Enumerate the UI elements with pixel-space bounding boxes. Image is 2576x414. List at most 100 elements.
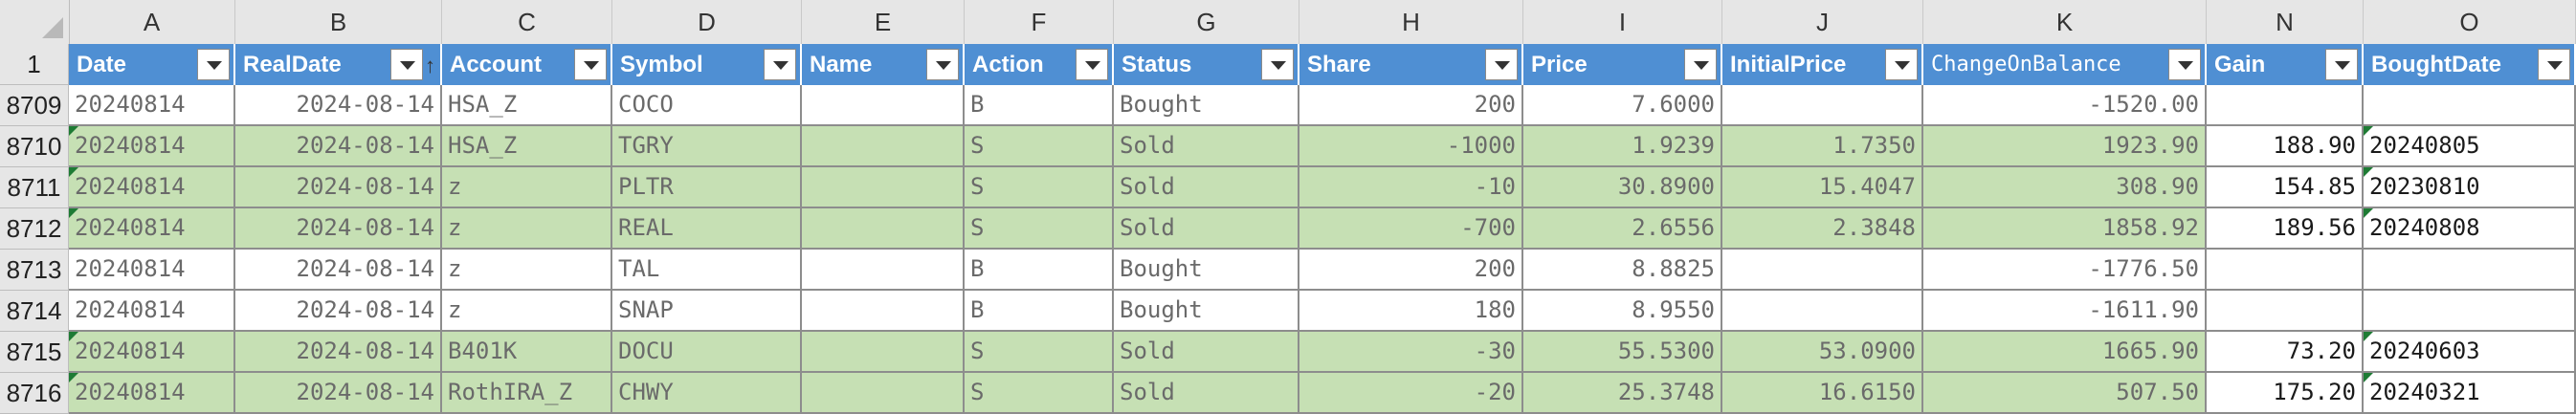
cell-share[interactable]: -700: [1299, 208, 1523, 250]
cell-name[interactable]: [802, 291, 965, 332]
cell-symbol[interactable]: DOCU: [612, 332, 802, 373]
cell-initialprice[interactable]: 15.4047: [1722, 167, 1923, 208]
cell-gain[interactable]: [2207, 85, 2364, 126]
cell-changeonbalance[interactable]: -1520.00: [1923, 85, 2207, 126]
column-letter-D[interactable]: D: [612, 0, 802, 44]
cell-gain[interactable]: [2207, 250, 2364, 291]
column-letter-E[interactable]: E: [802, 0, 965, 44]
cell-status[interactable]: Bought: [1114, 85, 1299, 126]
cell-account[interactable]: z: [442, 167, 612, 208]
cell-status[interactable]: Sold: [1114, 208, 1299, 250]
cell-initialprice[interactable]: 53.0900: [1722, 332, 1923, 373]
column-letter-H[interactable]: H: [1299, 0, 1523, 44]
cell-gain[interactable]: 154.85: [2207, 167, 2364, 208]
column-letter-J[interactable]: J: [1722, 0, 1923, 44]
cell-changeonbalance[interactable]: 1923.90: [1923, 126, 2207, 167]
cell-date[interactable]: 20240814: [69, 208, 235, 250]
cell-initialprice[interactable]: [1722, 250, 1923, 291]
cell-status[interactable]: Sold: [1114, 332, 1299, 373]
cell-price[interactable]: 1.9239: [1523, 126, 1722, 167]
column-letter-F[interactable]: F: [965, 0, 1114, 44]
row-number[interactable]: 8711: [0, 167, 69, 208]
cell-gain[interactable]: 175.20: [2207, 373, 2364, 414]
cell-date[interactable]: 20240814: [69, 167, 235, 208]
cell-name[interactable]: [802, 85, 965, 126]
column-letter-G[interactable]: G: [1114, 0, 1299, 44]
cell-account[interactable]: HSA_Z: [442, 85, 612, 126]
cell-realdate[interactable]: 2024-08-14: [235, 291, 442, 332]
cell-gain[interactable]: 189.56: [2207, 208, 2364, 250]
filter-dropdown-button[interactable]: [2325, 49, 2358, 80]
cell-boughtdate[interactable]: 20240805: [2364, 126, 2576, 167]
cell-date[interactable]: 20240814: [69, 126, 235, 167]
cell-changeonbalance[interactable]: 308.90: [1923, 167, 2207, 208]
row-number[interactable]: 8715: [0, 332, 69, 373]
cell-price[interactable]: 30.8900: [1523, 167, 1722, 208]
cell-account[interactable]: B401K: [442, 332, 612, 373]
cell-symbol[interactable]: TGRY: [612, 126, 802, 167]
cell-name[interactable]: [802, 126, 965, 167]
cell-changeonbalance[interactable]: 1858.92: [1923, 208, 2207, 250]
cell-initialprice[interactable]: 2.3848: [1722, 208, 1923, 250]
cell-symbol[interactable]: COCO: [612, 85, 802, 126]
filter-dropdown-button[interactable]: [197, 49, 230, 80]
cell-boughtdate[interactable]: [2364, 250, 2576, 291]
column-letter-N[interactable]: N: [2207, 0, 2364, 44]
cell-date[interactable]: 20240814: [69, 373, 235, 414]
cell-boughtdate[interactable]: 20240808: [2364, 208, 2576, 250]
row-number[interactable]: 8710: [0, 126, 69, 167]
filter-dropdown-button[interactable]: [574, 49, 607, 80]
cell-name[interactable]: [802, 167, 965, 208]
filter-dropdown-button[interactable]: [2168, 49, 2201, 80]
column-letter-C[interactable]: C: [442, 0, 612, 44]
cell-date[interactable]: 20240814: [69, 85, 235, 126]
cell-price[interactable]: 7.6000: [1523, 85, 1722, 126]
cell-boughtdate[interactable]: 20240321: [2364, 373, 2576, 414]
filter-dropdown-button[interactable]: [764, 49, 796, 80]
cell-symbol[interactable]: PLTR: [612, 167, 802, 208]
row-number[interactable]: 8712: [0, 208, 69, 250]
cell-realdate[interactable]: 2024-08-14: [235, 85, 442, 126]
row-number[interactable]: 8716: [0, 373, 69, 414]
row-number[interactable]: 1: [0, 44, 69, 85]
cell-action[interactable]: S: [965, 126, 1114, 167]
cell-account[interactable]: z: [442, 208, 612, 250]
filter-dropdown-button[interactable]: [1485, 49, 1518, 80]
filter-dropdown-button[interactable]: [1261, 49, 1294, 80]
cell-date[interactable]: 20240814: [69, 291, 235, 332]
cell-boughtdate[interactable]: 20230810: [2364, 167, 2576, 208]
cell-gain[interactable]: 73.20: [2207, 332, 2364, 373]
cell-action[interactable]: B: [965, 85, 1114, 126]
cell-price[interactable]: 2.6556: [1523, 208, 1722, 250]
cell-account[interactable]: RothIRA_Z: [442, 373, 612, 414]
filter-dropdown-button[interactable]: [1885, 49, 1918, 80]
column-letter-B[interactable]: B: [235, 0, 442, 44]
cell-name[interactable]: [802, 250, 965, 291]
cell-symbol[interactable]: REAL: [612, 208, 802, 250]
cell-changeonbalance[interactable]: -1776.50: [1923, 250, 2207, 291]
cell-action[interactable]: S: [965, 167, 1114, 208]
column-letter-I[interactable]: I: [1523, 0, 1722, 44]
cell-realdate[interactable]: 2024-08-14: [235, 208, 442, 250]
cell-date[interactable]: 20240814: [69, 332, 235, 373]
cell-action[interactable]: S: [965, 332, 1114, 373]
cell-changeonbalance[interactable]: 507.50: [1923, 373, 2207, 414]
row-number[interactable]: 8713: [0, 250, 69, 291]
column-letter-A[interactable]: A: [69, 0, 235, 44]
cell-symbol[interactable]: CHWY: [612, 373, 802, 414]
cell-changeonbalance[interactable]: 1665.90: [1923, 332, 2207, 373]
cell-gain[interactable]: [2207, 291, 2364, 332]
filter-dropdown-button[interactable]: [926, 49, 959, 80]
cell-realdate[interactable]: 2024-08-14: [235, 167, 442, 208]
cell-status[interactable]: Bought: [1114, 291, 1299, 332]
cell-price[interactable]: 8.9550: [1523, 291, 1722, 332]
filter-dropdown-button[interactable]: [2538, 49, 2570, 80]
cell-realdate[interactable]: 2024-08-14: [235, 250, 442, 291]
cell-share[interactable]: -20: [1299, 373, 1523, 414]
cell-name[interactable]: [802, 208, 965, 250]
column-letter-O[interactable]: O: [2364, 0, 2576, 44]
cell-boughtdate[interactable]: 20240603: [2364, 332, 2576, 373]
cell-initialprice[interactable]: [1722, 291, 1923, 332]
cell-boughtdate[interactable]: [2364, 291, 2576, 332]
cell-symbol[interactable]: TAL: [612, 250, 802, 291]
